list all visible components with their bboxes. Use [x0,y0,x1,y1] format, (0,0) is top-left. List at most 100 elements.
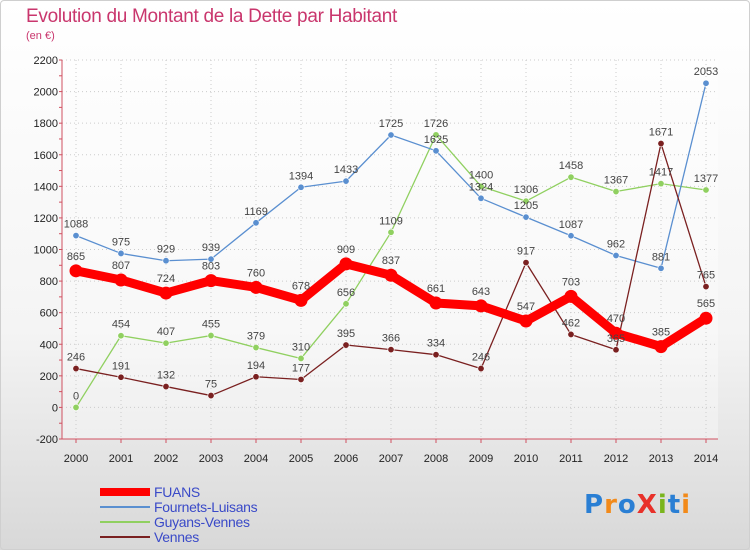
data-point-vennes [657,140,665,148]
legend-swatch-fuans [100,487,150,496]
data-point-fuans [609,326,623,340]
data-point-fournets-luisans [477,194,485,202]
data-label-guyans-vennes: 1367 [604,175,628,187]
data-point-fournets-luisans [72,232,80,240]
data-label-guyans-vennes: 0 [73,390,79,402]
data-point-guyans-vennes [72,403,80,411]
data-label-fuans: 661 [427,283,445,295]
y-tick-label: 0 [52,402,58,414]
data-label-vennes: 917 [517,246,535,258]
x-tick-label: 2011 [559,453,583,465]
data-label-fournets-luisans: 929 [157,244,175,256]
data-point-fuans [384,268,398,282]
data-point-vennes [432,351,440,359]
data-point-vennes [297,375,305,383]
x-tick-label: 2002 [154,453,178,465]
data-label-guyans-vennes: 1417 [649,167,673,179]
data-label-fournets-luisans: 1324 [469,181,493,193]
logo-letter: o [617,490,637,520]
data-point-vennes [117,373,125,381]
data-point-fuans [474,299,488,313]
data-label-vennes: 75 [205,379,217,391]
data-label-fournets-luisans: 1088 [64,219,88,231]
x-tick-label: 2003 [199,453,223,465]
data-label-fuans: 724 [157,273,175,285]
proxiti-logo: ProXiti [584,490,691,520]
data-label-fuans: 803 [202,261,220,273]
data-point-fournets-luisans [612,252,620,260]
data-point-guyans-vennes [477,182,485,190]
data-point-fuans [564,289,578,303]
logo-letter: r [604,490,618,520]
data-label-fuans: 703 [562,276,580,288]
data-label-vennes: 765 [697,270,715,282]
x-tick-label: 2006 [334,453,358,465]
data-label-guyans-vennes: 1400 [469,169,493,181]
data-point-guyans-vennes [567,173,575,181]
data-point-fuans [429,296,443,310]
data-label-fuans: 470 [607,313,625,325]
data-point-guyans-vennes [702,186,710,194]
data-label-fuans: 678 [292,280,310,292]
data-label-vennes: 191 [112,360,130,372]
data-label-vennes: 462 [562,317,580,329]
x-tick-label: 2014 [694,453,718,465]
data-point-fournets-luisans [252,219,260,227]
data-label-fournets-luisans: 939 [202,242,220,254]
data-label-guyans-vennes: 1306 [514,184,538,196]
data-label-fournets-luisans: 1087 [559,219,583,231]
data-point-fournets-luisans [432,147,440,155]
data-point-vennes [252,373,260,381]
data-label-fournets-luisans: 1394 [289,170,313,182]
data-point-vennes [387,346,395,354]
data-label-vennes: 177 [292,362,310,374]
data-label-vennes: 246 [472,352,490,364]
data-label-guyans-vennes: 454 [112,319,130,331]
data-point-guyans-vennes [387,228,395,236]
data-point-fuans [699,311,713,325]
logo-letter: t [667,490,682,520]
x-tick-label: 2001 [109,453,133,465]
data-label-guyans-vennes: 407 [157,326,175,338]
data-point-guyans-vennes [297,354,305,362]
legend-label-guyans-vennes: Guyans-Vennes [154,513,250,530]
data-point-fuans [204,274,218,288]
data-label-fuans: 865 [67,251,85,263]
y-tick-label: 1800 [34,118,58,130]
data-label-fournets-luisans: 962 [607,239,625,251]
legend-item-vennes: Vennes [100,529,257,545]
data-point-vennes [567,330,575,338]
data-label-fournets-luisans: 975 [112,236,130,248]
data-point-guyans-vennes [162,339,170,347]
data-point-vennes [162,383,170,391]
y-tick-label: 2000 [34,87,58,99]
data-point-fuans [114,273,128,287]
y-tick-label: 1600 [34,150,58,162]
data-label-vennes: 395 [337,328,355,340]
data-label-fuans: 807 [112,260,130,272]
data-label-fuans: 909 [337,244,355,256]
data-point-vennes [522,259,530,267]
data-point-fournets-luisans [297,183,305,191]
x-tick-label: 2005 [289,453,313,465]
logo-letter: P [584,490,605,520]
data-point-vennes [477,365,485,373]
data-label-vennes: 366 [382,333,400,345]
legend-item-fournets-luisans: Fournets-Luisans [100,499,258,515]
data-point-fuans [294,293,308,307]
data-label-vennes: 132 [157,370,175,382]
data-label-fuans: 837 [382,255,400,267]
data-point-vennes [702,283,710,291]
x-tick-label: 2008 [424,453,448,465]
data-point-fournets-luisans [117,249,125,257]
y-tick-label: -200 [36,434,58,446]
logo-letter: X [636,490,658,520]
legend-label-fuans: FUANS [154,483,200,500]
y-tick-label: 200 [40,371,58,383]
data-label-fournets-luisans: 1433 [334,164,358,176]
data-label-fuans: 547 [517,301,535,313]
legend-item-fuans: FUANS [100,483,257,500]
data-label-guyans-vennes: 1458 [559,160,583,172]
data-label-vennes: 365 [607,333,625,345]
